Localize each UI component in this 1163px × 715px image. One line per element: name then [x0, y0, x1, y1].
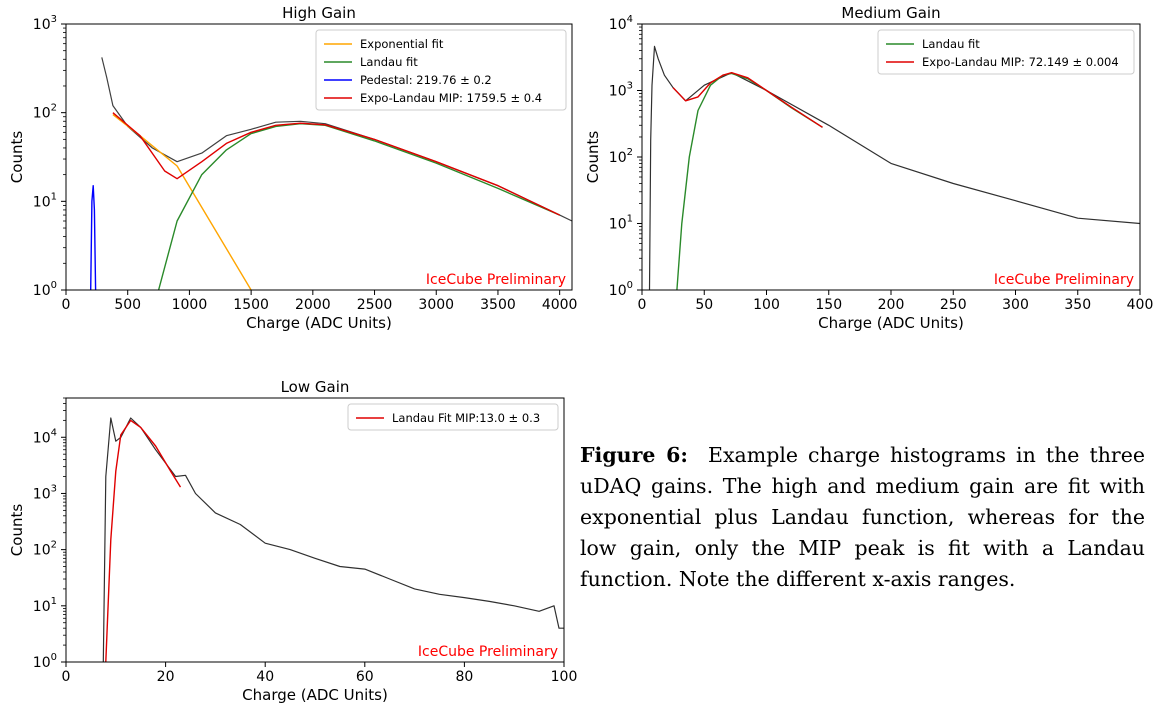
low-series-line — [105, 419, 182, 662]
medium-gain-plot: Medium Gain Counts Charge (ADC Units) 0 50 10… — [578, 0, 1163, 340]
high-series-line — [90, 185, 97, 290]
high-plot-frame — [65, 23, 573, 291]
medium-x-tick-label: 150 — [815, 297, 842, 313]
medium-data-histogram — [648, 45, 1140, 290]
high-x-tick-label: 1000 — [172, 297, 208, 313]
high-x-tick-label: 1500 — [233, 297, 269, 313]
high-x-tick-label: 3000 — [418, 297, 454, 313]
high-title: High Gain — [282, 4, 356, 22]
medium-y-tick-label: 101 — [609, 214, 633, 233]
medium-gain-svg: Medium Gain Counts Charge (ADC Units) 0 50 10… — [584, 4, 1154, 332]
low-y-tick-label: 101 — [33, 596, 57, 615]
medium-x-axis-label: Charge (ADC Units) — [818, 314, 964, 332]
low-x-axis-label: Charge (ADC Units) — [242, 686, 388, 704]
medium-y-tick-label: 100 — [609, 280, 633, 299]
low-y-tick-label: 100 — [33, 652, 57, 671]
figure-caption: Figure 6: Example charge histograms in t… — [580, 440, 1145, 595]
medium-legend-entry: Expo-Landau MIP: 72.149 ± 0.004 — [922, 55, 1119, 69]
high-legend-entry: Exponential fit — [360, 37, 444, 51]
low-x-tick-label: 20 — [157, 669, 175, 685]
high-x-tick-label: 4000 — [542, 297, 578, 313]
high-y-tick-label: 101 — [33, 191, 57, 210]
medium-x-tick-label: 50 — [695, 297, 713, 313]
medium-plot-frame — [641, 23, 1141, 291]
medium-series-line — [672, 72, 823, 128]
low-x-tick-label: 60 — [356, 669, 374, 685]
low-plot-frame — [65, 397, 565, 663]
high-series-line — [112, 112, 561, 216]
high-x-tick-label: 2500 — [357, 297, 393, 313]
medium-y-axis-label: Counts — [584, 131, 602, 184]
caption-text: Example charge histograms in the three u… — [580, 443, 1145, 591]
medium-y-tick-label: 103 — [609, 81, 633, 100]
medium-x-tick-label: 350 — [1064, 297, 1091, 313]
low-gain-svg: Low Gain Counts Charge (ADC Units) 0 20 40 60 8… — [8, 378, 578, 704]
low-y-tick-label: 102 — [33, 540, 57, 559]
low-y-tick-label: 104 — [33, 427, 57, 446]
high-legend-entry: Pedestal: 219.76 ± 0.2 — [360, 73, 492, 87]
caption-label: Figure 6: — [580, 443, 688, 467]
low-y-axis-label: Counts — [8, 504, 26, 557]
high-y-tick-label: 100 — [33, 280, 57, 299]
high-y-axis-label: Counts — [8, 131, 26, 184]
low-legend: Landau Fit MIP:13.0 ± 0.3 — [347, 403, 559, 431]
low-x-tick-label: 40 — [256, 669, 274, 685]
low-title: Low Gain — [281, 378, 350, 396]
high-x-tick-label: 0 — [62, 297, 71, 313]
high-x-tick-label: 500 — [114, 297, 141, 313]
high-y-tick-label: 103 — [33, 14, 57, 33]
medium-title: Medium Gain — [841, 4, 940, 22]
low-legend-entry: Landau Fit MIP:13.0 ± 0.3 — [392, 411, 540, 425]
medium-y-tick-label: 102 — [609, 147, 633, 166]
low-y-tick-label: 103 — [33, 483, 57, 502]
high-legend-entry: Expo-Landau MIP: 1759.5 ± 0.4 — [360, 91, 542, 105]
medium-x-tick-label: 100 — [753, 297, 780, 313]
medium-legend-entry: Landau fit — [922, 37, 980, 51]
low-data-histogram — [102, 417, 564, 662]
medium-x-tick-label: 0 — [638, 297, 647, 313]
high-y-tick-label: 102 — [33, 103, 57, 122]
medium-x-tick-label: 250 — [940, 297, 967, 313]
high-x-axis-label: Charge (ADC Units) — [246, 314, 392, 332]
high-annotation: IceCube Preliminary — [426, 272, 566, 288]
high-legend-entry: Landau fit — [360, 55, 418, 69]
high-x-tick-label: 3500 — [480, 297, 516, 313]
medium-annotation: IceCube Preliminary — [994, 272, 1134, 288]
low-gain-plot: Low Gain Counts Charge (ADC Units) 0 20 40 60 8… — [0, 370, 580, 711]
medium-legend: Landau fit Expo-Landau MIP: 72.149 ± 0.00… — [877, 29, 1135, 75]
high-gain-svg: High Gain Counts Charge (ADC Units) 0 500 100… — [8, 4, 578, 332]
medium-x-tick-label: 400 — [1127, 297, 1154, 313]
high-series-line — [157, 123, 560, 290]
low-x-tick-label: 0 — [62, 669, 71, 685]
medium-series-line — [676, 72, 823, 290]
low-x-tick-label: 80 — [455, 669, 473, 685]
medium-x-tick-label: 300 — [1002, 297, 1029, 313]
medium-x-tick-label: 200 — [878, 297, 905, 313]
low-x-tick-label: 100 — [551, 669, 578, 685]
high-legend: Exponential fit Landau fit Pedestal: 219.7… — [315, 29, 567, 111]
high-gain-plot: High Gain Counts Charge (ADC Units) 0 500 100… — [0, 0, 590, 340]
low-annotation: IceCube Preliminary — [418, 644, 558, 660]
medium-y-tick-label: 104 — [609, 14, 633, 33]
high-x-tick-label: 2000 — [295, 297, 331, 313]
